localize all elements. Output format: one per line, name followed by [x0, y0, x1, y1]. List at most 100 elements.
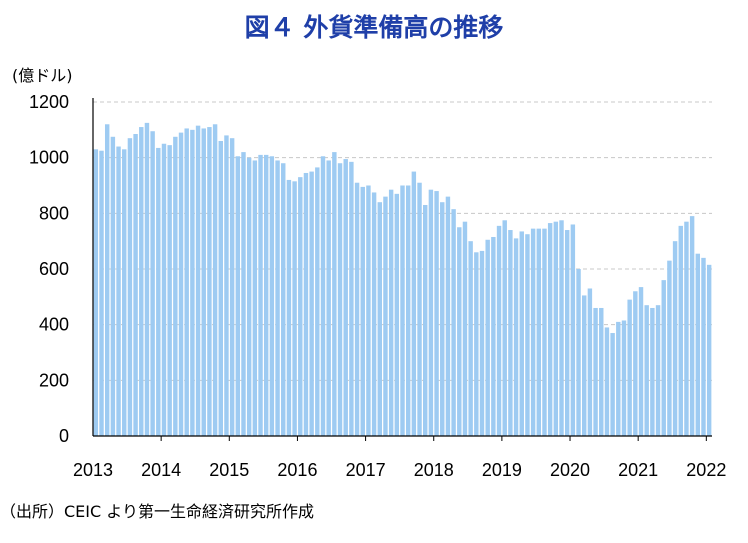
- bar: [167, 145, 172, 436]
- y-tick-label: 600: [39, 259, 69, 279]
- bar: [513, 238, 519, 436]
- bar: [496, 225, 502, 436]
- bar: [701, 257, 706, 436]
- bar: [366, 185, 371, 436]
- bar: [116, 146, 121, 437]
- bar: [599, 307, 604, 436]
- bar: [281, 163, 286, 436]
- bar: [122, 149, 127, 437]
- bar: [559, 220, 564, 436]
- x-tick-label: 2021: [618, 460, 658, 480]
- bar: [411, 171, 417, 437]
- bar: [570, 224, 576, 436]
- bar: [309, 171, 314, 437]
- bar: [502, 220, 507, 436]
- bar: [695, 253, 701, 436]
- y-axis-unit-label: (億ドル): [12, 66, 73, 85]
- bar: [195, 125, 201, 437]
- bar: [491, 236, 496, 436]
- bar: [462, 221, 468, 436]
- x-tick-label: 2016: [277, 460, 317, 480]
- bar: [229, 138, 235, 436]
- bar: [201, 128, 206, 437]
- bar: [547, 223, 553, 436]
- bar: [633, 291, 638, 436]
- bar: [104, 124, 110, 437]
- bar: [604, 327, 610, 436]
- bar: [99, 150, 104, 437]
- bar: [417, 182, 422, 436]
- x-tick-label: 2015: [209, 460, 249, 480]
- bar: [190, 129, 195, 437]
- bar: [161, 143, 167, 436]
- bar: [576, 269, 581, 436]
- tick-labels: 0 200 400 600 800 1000 1200 2013 2014 2015 2016 201…: [29, 92, 726, 480]
- bar: [530, 228, 536, 436]
- bar: [246, 157, 252, 436]
- bar: [428, 189, 434, 436]
- x-tick-label: 2019: [482, 460, 522, 480]
- y-tick-label: 800: [39, 203, 69, 223]
- bar: [451, 209, 456, 436]
- bar: [292, 181, 297, 436]
- bar: [235, 156, 241, 436]
- bar: [479, 250, 485, 436]
- bar: [150, 131, 155, 436]
- bar: [485, 239, 490, 436]
- bar: [184, 128, 189, 437]
- bar: [156, 147, 161, 437]
- chart-title: 図４ 外貨準備高の推移: [244, 13, 504, 42]
- bar: [616, 321, 621, 436]
- bar: [320, 156, 326, 436]
- bar: [303, 172, 309, 436]
- y-tick-label: 1000: [29, 148, 69, 168]
- bar: [377, 202, 382, 436]
- bar: [224, 135, 229, 436]
- bar: [621, 320, 627, 436]
- bar: [542, 228, 547, 436]
- bar: [360, 186, 365, 436]
- x-tick-label: 2018: [414, 460, 454, 480]
- bar: [627, 299, 632, 436]
- bar: [564, 230, 570, 436]
- bar: [212, 124, 218, 437]
- bar: [383, 196, 388, 436]
- axes: [92, 98, 712, 441]
- bar: [127, 138, 133, 436]
- bar: [241, 152, 246, 436]
- bar: [582, 295, 587, 436]
- bar: [173, 136, 178, 436]
- bar: [678, 225, 683, 436]
- bar: [349, 161, 354, 436]
- bar: [315, 167, 320, 437]
- bar: [434, 191, 439, 436]
- bar: [661, 280, 666, 436]
- bar: [525, 234, 530, 436]
- bar: [689, 216, 695, 436]
- bar: [388, 189, 394, 436]
- bar: [218, 140, 223, 436]
- bar: [286, 179, 292, 436]
- bar: [263, 154, 269, 436]
- source-note: （出所）CEIC より第一生命経済研究所作成: [0, 502, 314, 521]
- bar: [655, 305, 661, 436]
- bar: [110, 136, 116, 436]
- bar: [587, 288, 593, 436]
- bar: [371, 192, 377, 436]
- bar: [207, 127, 212, 437]
- y-tick-label: 0: [59, 426, 69, 446]
- bar: [553, 221, 559, 436]
- bar: [440, 202, 445, 436]
- bar: [93, 149, 99, 437]
- bar: [337, 163, 343, 436]
- bar: [474, 252, 479, 436]
- x-tick-label: 2020: [550, 460, 590, 480]
- bar: [326, 160, 331, 436]
- y-tick-label: 200: [39, 370, 69, 390]
- bar: [468, 241, 473, 436]
- bar: [144, 122, 150, 436]
- bar: [400, 185, 405, 436]
- bar: [332, 152, 337, 436]
- bar: [139, 127, 144, 437]
